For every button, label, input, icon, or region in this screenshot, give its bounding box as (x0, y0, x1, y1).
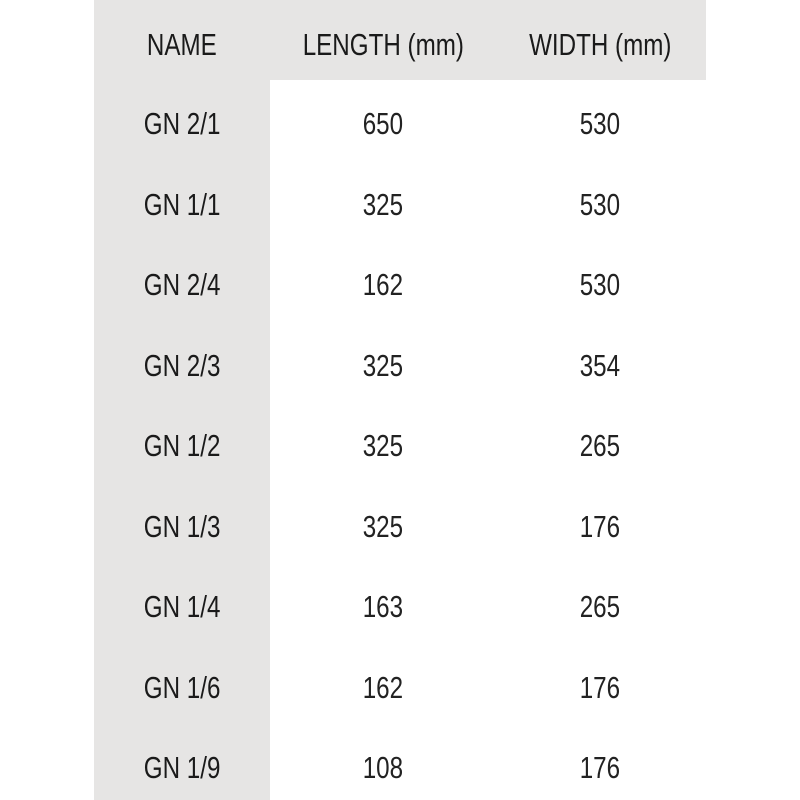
cell-value: 162 (362, 267, 404, 302)
column-header-label: LENGTH (mm) (302, 27, 464, 62)
table-cell-name: GN 2/4 (62, 265, 302, 305)
cell-value: GN 1/9 (143, 750, 221, 785)
table-cell-width: 176 (480, 507, 720, 547)
table-cell-width: 265 (480, 587, 720, 627)
cell-value: 325 (362, 428, 404, 463)
column-header-length: LENGTH (mm) (263, 25, 503, 65)
cell-value: GN 2/3 (143, 347, 221, 383)
table-cell-length: 108 (263, 748, 503, 788)
cell-value: 176 (579, 508, 621, 544)
table-cell-name: GN 2/3 (62, 346, 302, 386)
column-header-width: WIDTH (mm) (480, 25, 720, 65)
cell-value: 530 (579, 186, 621, 222)
cell-value: 325 (362, 347, 404, 383)
cell-value: 325 (362, 186, 404, 222)
header-background (94, 0, 706, 80)
cell-value: GN 2/4 (143, 267, 221, 302)
table-cell-length: 325 (263, 185, 503, 225)
cell-value: 176 (579, 669, 621, 705)
column-header-name: NAME (62, 25, 302, 65)
cell-value: 176 (579, 750, 621, 785)
table-cell-length: 325 (263, 426, 503, 466)
cell-value: 265 (579, 428, 621, 463)
cell-value: 265 (579, 589, 621, 624)
cell-value: GN 1/3 (143, 508, 221, 544)
table-cell-length: 162 (263, 265, 503, 305)
cell-value: 530 (579, 267, 621, 302)
table-cell-width: 176 (480, 748, 720, 788)
table-cell-length: 163 (263, 587, 503, 627)
cell-value: GN 1/2 (143, 428, 221, 463)
table-cell-length: 325 (263, 507, 503, 547)
table-cell-width: 176 (480, 668, 720, 708)
cell-value: GN 1/4 (143, 589, 221, 624)
table-cell-width: 354 (480, 346, 720, 386)
table-cell-name: GN 1/1 (62, 185, 302, 225)
table-cell-width: 530 (480, 104, 720, 144)
column-header-label: NAME (147, 27, 217, 62)
table-cell-name: GN 1/6 (62, 668, 302, 708)
cell-value: 108 (362, 750, 404, 785)
table-cell-length: 162 (263, 668, 503, 708)
cell-value: GN 1/6 (143, 669, 221, 705)
table-cell-width: 265 (480, 426, 720, 466)
name-column-background (94, 80, 270, 800)
cell-value: 162 (362, 669, 404, 705)
table-cell-name: GN 2/1 (62, 104, 302, 144)
cell-value: GN 1/1 (143, 186, 221, 222)
table-cell-width: 530 (480, 265, 720, 305)
cell-value: 650 (362, 106, 404, 141)
cell-value: 163 (362, 589, 404, 624)
cell-value: 325 (362, 508, 404, 544)
table-cell-name: GN 1/2 (62, 426, 302, 466)
cell-value: GN 2/1 (143, 106, 221, 141)
table-cell-length: 325 (263, 346, 503, 386)
column-header-label: WIDTH (mm) (528, 27, 672, 62)
cell-value: 530 (579, 106, 621, 141)
table-cell-name: GN 1/9 (62, 748, 302, 788)
table-cell-name: GN 1/3 (62, 507, 302, 547)
table-cell-name: GN 1/4 (62, 587, 302, 627)
cell-value: 354 (579, 347, 621, 383)
table-cell-width: 530 (480, 185, 720, 225)
table-cell-length: 650 (263, 104, 503, 144)
